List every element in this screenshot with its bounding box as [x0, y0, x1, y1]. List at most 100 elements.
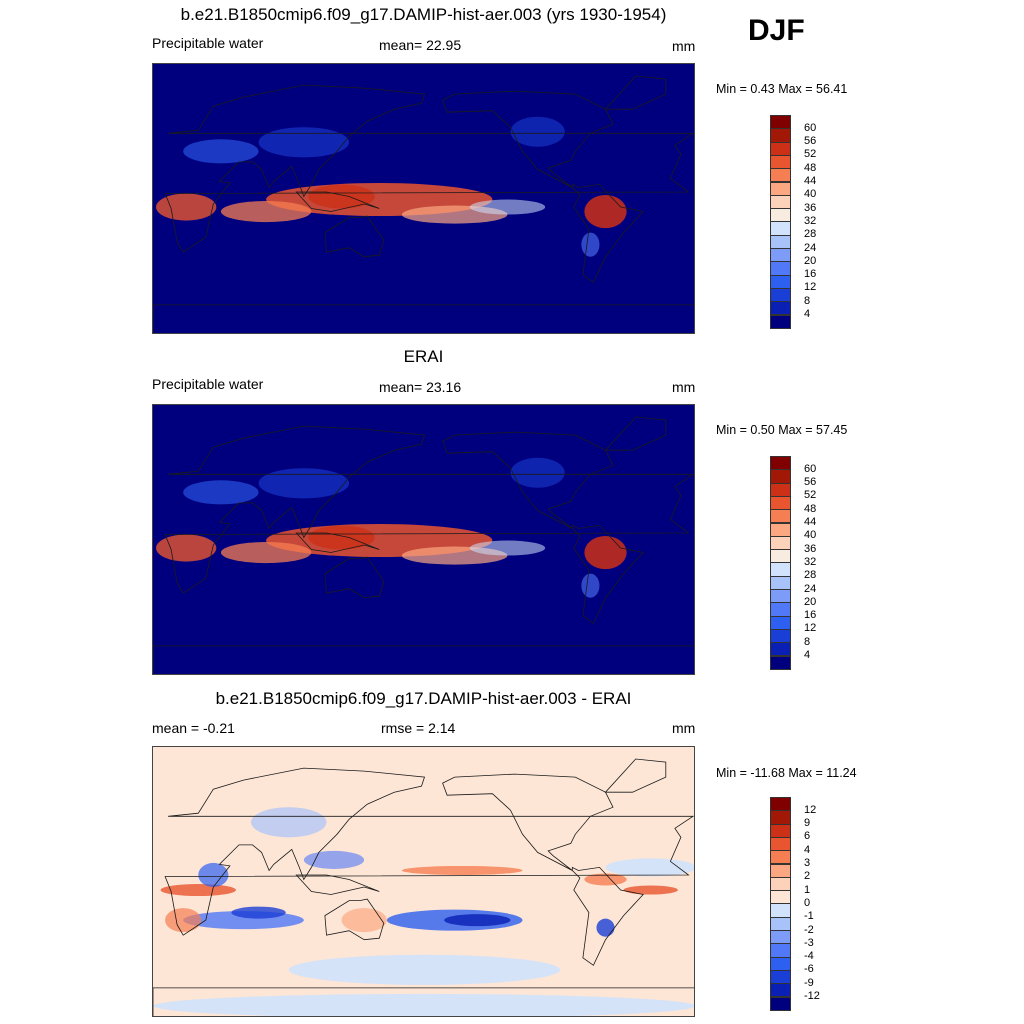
field-anomaly-blob	[288, 954, 561, 985]
colorbar-swatch	[770, 168, 791, 183]
colorbar-swatch	[770, 575, 791, 590]
colorbar-tick-label: 56	[804, 476, 817, 489]
field-anomaly-blob	[183, 480, 259, 505]
coastline	[153, 987, 694, 1016]
colorbar-tick-label: 20	[804, 595, 817, 608]
field-anomaly-blob	[584, 535, 627, 570]
coastline	[164, 425, 694, 594]
coastline	[604, 75, 667, 110]
field-anomaly-blob	[623, 885, 678, 895]
colorbar-tick-label: 44	[804, 516, 817, 528]
colorbar-tick-label: 24	[804, 582, 817, 595]
rmse-label-diff: rmse = 2.14	[381, 720, 456, 736]
colorbar-swatch	[770, 890, 791, 905]
field-anomaly-blob	[444, 914, 511, 927]
colorbar-tick-label: 6	[804, 830, 811, 843]
colorbar-swatch	[770, 903, 791, 918]
colorbar-swatch	[770, 836, 791, 852]
colorbar-tick-label: 16	[804, 609, 817, 622]
colorbar-swatch	[770, 655, 791, 670]
coastline	[442, 90, 644, 283]
colorbar-swatch	[770, 956, 791, 971]
colorbar-tick-label: 56	[804, 135, 817, 148]
colorbar-swatch	[770, 996, 791, 1011]
colorbar-tick-label: 32	[804, 555, 817, 568]
field-anomaly-blob	[165, 908, 202, 933]
colorbar-tick-label: 2	[804, 870, 811, 883]
colorbar-swatch	[770, 916, 791, 931]
colorbar-tick-label: 28	[804, 228, 817, 241]
field-anomaly-blob	[469, 540, 546, 556]
minmax-label-obs: Min = 0.50 Max = 57.45	[716, 423, 848, 437]
field-anomaly-blob	[251, 807, 327, 838]
field-anomaly-blob	[605, 858, 694, 877]
units-label-model: mm	[672, 38, 696, 54]
colorbar-tick-label: 12	[804, 622, 817, 635]
colorbar-swatch	[770, 850, 791, 865]
panel-title-obs: ERAI	[403, 347, 444, 366]
colorbar-swatch	[770, 509, 791, 524]
colorbar-swatch	[770, 810, 791, 825]
units-label-obs: mm	[672, 379, 696, 395]
colorbar-tick-label: 12	[804, 803, 817, 816]
coastline	[153, 304, 694, 333]
colorbar-tick-label: 40	[804, 529, 817, 542]
colorbar-swatch	[770, 287, 791, 303]
colorbar-tick-label: 24	[804, 241, 817, 254]
colorbar-swatch	[770, 221, 791, 236]
colorbar-swatch	[770, 983, 791, 998]
colorbar-tick-label: 32	[804, 214, 817, 227]
map-obs-svg	[153, 405, 694, 674]
colorbar-tick-label: 8	[804, 294, 811, 307]
map-model-svg	[153, 64, 694, 333]
colorbar-tick-label: 20	[804, 254, 817, 267]
colorbar-swatch	[770, 549, 791, 564]
field-anomaly-blob	[510, 116, 565, 147]
field-anomaly-blob	[156, 534, 217, 562]
colorbar-swatch	[770, 642, 791, 657]
colorbar-tick-label: -1	[804, 910, 814, 923]
field-anomaly-blob	[303, 850, 365, 869]
colorbar-swatch	[770, 522, 791, 537]
field-anomaly-blob	[596, 918, 615, 937]
panel-title-diff: b.e21.B1850cmip6.f09_g17.DAMIP-hist-aer.…	[215, 689, 632, 708]
colorbar-tick-label: 36	[804, 542, 817, 555]
colorbar-swatch	[770, 115, 791, 130]
colorbar-tick-label: 1	[804, 883, 811, 896]
coastline	[324, 215, 385, 258]
colorbar-tick-label: 3	[804, 857, 811, 869]
field-anomaly-blob	[258, 468, 350, 499]
field-anomaly-blob	[469, 199, 546, 215]
coastline	[324, 898, 385, 941]
variable-label-obs: Precipitable water	[152, 376, 264, 392]
coastline	[604, 758, 667, 793]
colorbar-swatch	[770, 469, 791, 484]
field-anomaly-blob	[308, 525, 375, 550]
colorbar-swatch	[770, 261, 791, 276]
colorbar-swatch	[770, 181, 791, 196]
colorbar-tick-label: 0	[804, 896, 811, 909]
minmax-label-diff: Min = -11.68 Max = 11.24	[716, 766, 857, 780]
field-anomaly-blob	[401, 865, 523, 875]
coastline	[164, 84, 694, 253]
colorbar-tick-label: 12	[804, 281, 817, 294]
field-anomaly-blob	[220, 542, 312, 564]
field-anomaly-blob	[183, 139, 259, 164]
colorbar-tick-label: 48	[804, 502, 817, 515]
colorbar-swatch	[770, 141, 791, 156]
field-anomaly-blob	[220, 201, 312, 223]
map-obs	[152, 404, 695, 675]
colorbar-tick-label: -4	[804, 950, 814, 963]
colorbar-swatch	[770, 876, 791, 892]
colorbar-tick-label: 60	[804, 462, 817, 475]
mean-label-model: mean= 22.95	[379, 37, 462, 53]
colorbar-swatch	[770, 482, 791, 497]
colorbar-swatch	[770, 535, 791, 551]
colorbar-swatch	[770, 274, 791, 289]
minmax-label-model: Min = 0.43 Max = 56.41	[716, 82, 848, 96]
colorbar-tick-label: 9	[804, 817, 811, 830]
field-anomaly-blob	[231, 906, 286, 919]
colorbar-tick-label: 8	[804, 635, 811, 648]
colorbar-swatch	[770, 562, 791, 577]
colorbar-swatch	[770, 154, 791, 170]
